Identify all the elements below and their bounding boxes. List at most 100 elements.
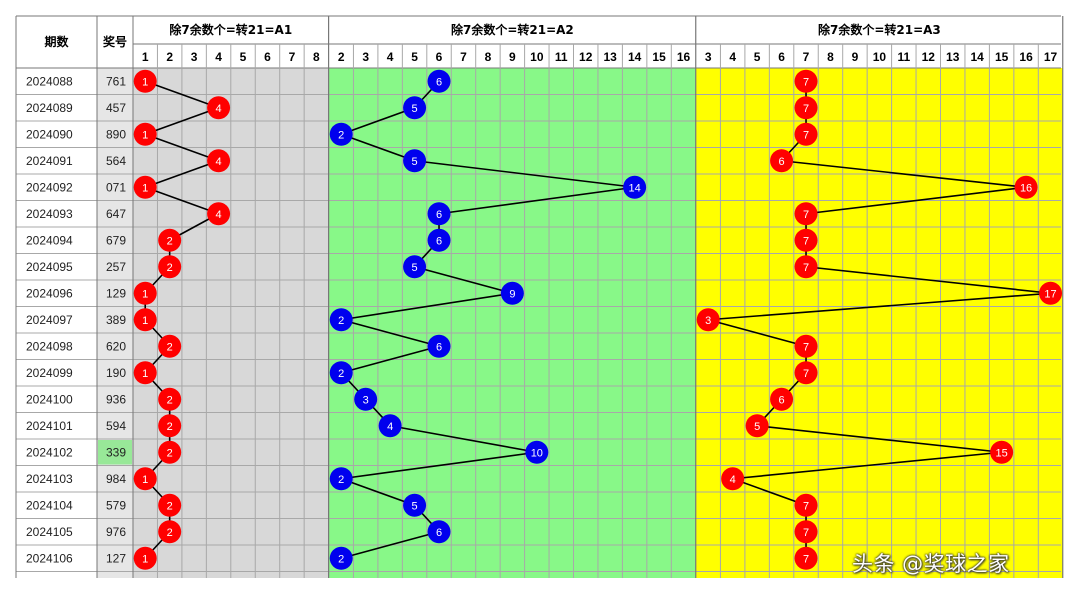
ball-circle: [525, 440, 549, 464]
ball-a3: 5: [745, 414, 769, 438]
ball-a3: 17: [1039, 281, 1063, 305]
column-label: 14: [628, 50, 642, 64]
ball-circle: [794, 96, 818, 120]
ball-value: 3: [705, 315, 711, 327]
column-label: 5: [411, 50, 418, 64]
column-label: 11: [897, 50, 910, 64]
ball-value: 2: [338, 315, 344, 327]
ball-value: 5: [412, 262, 418, 274]
number-cell: 761: [106, 74, 126, 88]
ball-a2: 4: [378, 414, 402, 438]
ball-circle: [427, 334, 451, 358]
number-header: 奖号: [103, 34, 127, 49]
ball-a2: 2: [329, 546, 353, 570]
number-cell: 679: [106, 233, 126, 247]
ball-a3: 3: [696, 308, 720, 332]
ball-circle: [158, 414, 182, 438]
ball-value: 6: [436, 76, 442, 88]
ball-a2: 5: [403, 255, 427, 279]
ball-circle: [623, 175, 647, 199]
trend-line-a2: [414, 265, 513, 295]
ball-a2: 5: [403, 96, 427, 120]
ball-circle: [329, 361, 353, 385]
ball-value: 6: [436, 235, 442, 247]
trend-line-a1: [144, 133, 219, 162]
ball-circle: [794, 361, 818, 385]
ball-value: 10: [531, 447, 543, 459]
column-label: 8: [827, 50, 834, 64]
ball-a2: 6: [427, 202, 451, 226]
ball-value: 7: [803, 209, 809, 221]
column-label: 16: [1019, 50, 1033, 64]
number-cell: 457: [106, 101, 126, 115]
ball-circle: [133, 69, 157, 93]
trend-line-a3: [732, 451, 1002, 480]
ball-a1: 1: [133, 308, 157, 332]
ball-value: 6: [779, 394, 785, 406]
column-label: 17: [1044, 50, 1058, 64]
trend-line-a1: [144, 106, 219, 136]
ball-a2: 5: [403, 149, 427, 173]
column-label: 6: [264, 50, 271, 64]
period-cell: 2024106: [26, 551, 73, 565]
ball-a3: 16: [1014, 175, 1038, 199]
period-cell: 2024105: [26, 525, 73, 539]
ball-circle: [1014, 175, 1038, 199]
ball-value: 7: [803, 527, 809, 539]
period-cell: 2024095: [26, 260, 73, 274]
ball-value: 9: [509, 288, 515, 300]
column-label: 2: [166, 50, 173, 64]
number-cell: 339: [106, 445, 126, 459]
ball-value: 2: [338, 368, 344, 380]
ball-circle: [990, 440, 1014, 464]
ball-circle: [770, 149, 794, 173]
period-cell: 2024102: [26, 445, 73, 459]
period-cell: 2024099: [26, 366, 73, 380]
ball-circle: [158, 255, 182, 279]
ball-circle: [403, 149, 427, 173]
ball-a1: 1: [133, 361, 157, 385]
trend-line-a1: [144, 80, 219, 109]
ball-a1: 2: [158, 520, 182, 544]
ball-circle: [158, 440, 182, 464]
period-cell: 2024088: [26, 74, 73, 88]
ball-a3: 7: [794, 122, 818, 146]
ball-a3: 7: [794, 546, 818, 570]
column-label: 13: [603, 50, 617, 64]
column-label: 7: [289, 50, 296, 64]
column-label: 2: [338, 50, 345, 64]
watermark: 头条 @奖球之家: [852, 552, 1010, 576]
ball-circle: [133, 122, 157, 146]
ball-value: 2: [167, 262, 173, 274]
number-column-bg: [97, 68, 133, 578]
ball-circle: [329, 308, 353, 332]
column-label: 7: [803, 50, 810, 64]
column-label: 8: [485, 50, 492, 64]
ball-circle: [794, 493, 818, 517]
ball-a2: 2: [329, 361, 353, 385]
ball-value: 4: [216, 156, 222, 168]
ball-a3: 7: [794, 493, 818, 517]
ball-value: 6: [436, 341, 442, 353]
ball-value: 1: [142, 553, 148, 565]
panel-a1-title: 除7余数个=转21=A1: [169, 22, 292, 37]
ball-circle: [133, 281, 157, 305]
ball-a3: 7: [794, 334, 818, 358]
ball-value: 2: [167, 500, 173, 512]
ball-circle: [133, 308, 157, 332]
ball-circle: [354, 387, 378, 411]
ball-a1: 4: [207, 149, 231, 173]
column-label: 10: [530, 50, 544, 64]
ball-circle: [696, 308, 720, 332]
number-cell: 071: [106, 180, 126, 194]
period-header: 期数: [44, 34, 69, 49]
ball-a2: 2: [329, 467, 353, 491]
ball-value: 2: [167, 421, 173, 433]
ball-value: 2: [167, 394, 173, 406]
ball-a3: 7: [794, 228, 818, 252]
column-label: 13: [946, 50, 960, 64]
ball-a3: 7: [794, 255, 818, 279]
column-label: 15: [995, 50, 1009, 64]
ball-value: 4: [216, 209, 222, 221]
trend-line-a2: [438, 186, 635, 215]
